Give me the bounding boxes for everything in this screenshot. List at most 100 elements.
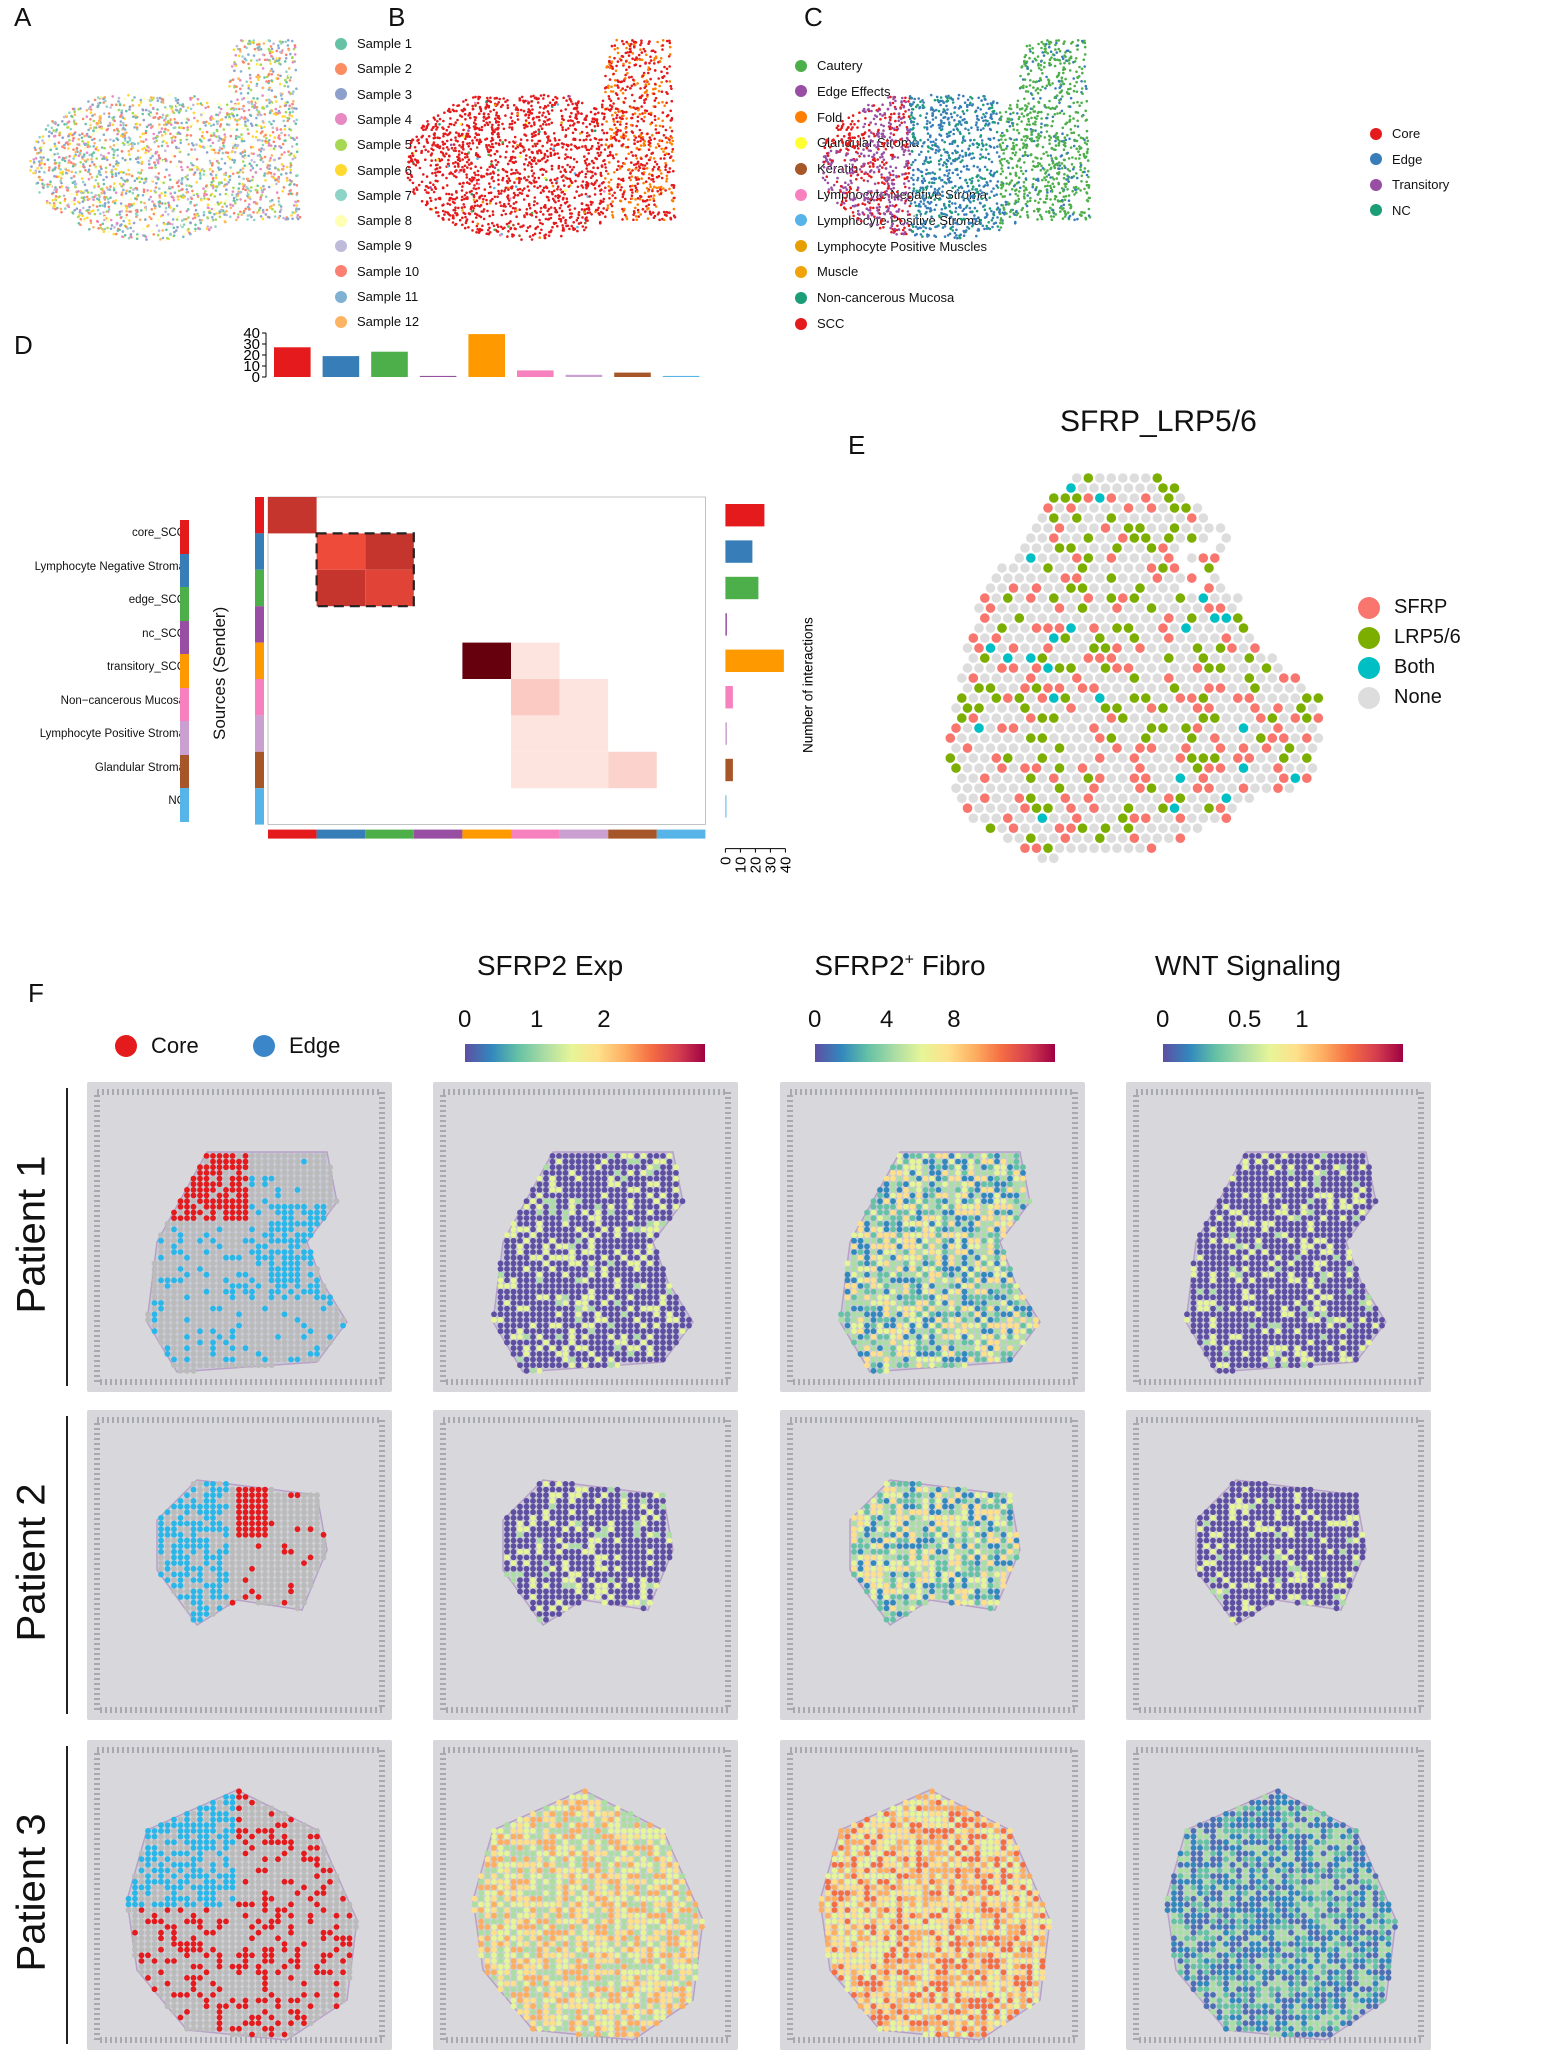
umap-a-point bbox=[165, 229, 168, 232]
umap-a-point bbox=[244, 116, 247, 119]
umap-a-point bbox=[122, 127, 125, 130]
umap-a-point bbox=[112, 165, 115, 168]
umap-a-point bbox=[292, 158, 295, 161]
umap-a-point bbox=[237, 216, 240, 219]
umap-a-point bbox=[107, 231, 110, 234]
umap-a-point bbox=[63, 123, 66, 126]
umap-b-point bbox=[550, 206, 553, 209]
umap-a-point bbox=[267, 48, 270, 51]
umap-a-point bbox=[128, 203, 131, 206]
umap-c-point bbox=[959, 177, 962, 180]
umap-b-point bbox=[442, 186, 445, 189]
umap-b-point bbox=[547, 95, 550, 98]
umap-c-point bbox=[1019, 187, 1022, 190]
umap-b-point bbox=[649, 156, 652, 159]
umap-a-point bbox=[39, 147, 42, 150]
umap-c-point bbox=[920, 170, 923, 173]
umap-b-point bbox=[631, 94, 634, 97]
umap-a-point bbox=[196, 158, 199, 161]
umap-b-point bbox=[647, 72, 650, 75]
umap-b-point bbox=[624, 214, 627, 217]
umap-b-point bbox=[662, 150, 665, 153]
umap-a-point bbox=[293, 204, 296, 207]
umap-a-point bbox=[263, 42, 266, 45]
umap-a-point bbox=[186, 178, 189, 181]
umap-b-point bbox=[547, 155, 550, 158]
umap-b-point bbox=[426, 120, 429, 123]
umap-b-point bbox=[588, 195, 591, 198]
umap-a-point bbox=[171, 186, 174, 189]
umap-b-point bbox=[648, 195, 651, 198]
umap-a-point bbox=[162, 160, 165, 163]
umap-a-point bbox=[161, 202, 164, 205]
umap-a-point bbox=[219, 193, 222, 196]
umap-a-point bbox=[258, 43, 261, 46]
umap-c-point bbox=[976, 210, 979, 213]
umap-a-point bbox=[156, 135, 159, 138]
umap-a-point bbox=[283, 186, 286, 189]
umap-b-point bbox=[449, 123, 452, 126]
umap-c-point bbox=[1045, 43, 1048, 46]
umap-b-point bbox=[523, 133, 526, 136]
umap-b-point bbox=[441, 126, 444, 129]
umap-c-point bbox=[1075, 157, 1078, 160]
umap-a-point bbox=[290, 129, 293, 132]
umap-a-point bbox=[274, 61, 277, 64]
umap-b-point bbox=[409, 147, 412, 150]
umap-a-point bbox=[199, 222, 202, 225]
umap-b-point bbox=[640, 39, 643, 42]
umap-a-point bbox=[91, 161, 94, 164]
umap-c-point bbox=[985, 112, 988, 115]
umap-a-point bbox=[175, 147, 178, 150]
umap-a-point bbox=[210, 194, 213, 197]
umap-b-point bbox=[643, 142, 646, 145]
umap-a-point bbox=[269, 157, 272, 160]
umap-b-point bbox=[486, 203, 489, 206]
umap-a-point bbox=[226, 104, 229, 107]
umap-a-point bbox=[89, 127, 92, 130]
umap-b-point bbox=[450, 139, 453, 142]
umap-a-point bbox=[79, 152, 82, 155]
umap-b-point bbox=[454, 161, 457, 164]
umap-b-point bbox=[499, 201, 502, 204]
umap-c-point bbox=[1019, 148, 1022, 151]
umap-a-point bbox=[120, 171, 123, 174]
umap-c-point bbox=[1020, 120, 1023, 123]
umap-c-point bbox=[1085, 85, 1088, 88]
umap-a-point bbox=[229, 215, 232, 218]
umap-b-point bbox=[602, 207, 605, 210]
umap-b-point bbox=[448, 133, 451, 136]
umap-b-point bbox=[473, 177, 476, 180]
umap-a-point bbox=[191, 190, 194, 193]
umap-b-point bbox=[513, 181, 516, 184]
umap-a-point bbox=[99, 212, 102, 215]
umap-a-point bbox=[216, 171, 219, 174]
umap-b-point bbox=[585, 138, 588, 141]
umap-a-point bbox=[82, 181, 85, 184]
umap-a-point bbox=[61, 120, 64, 123]
umap-a-point bbox=[199, 172, 202, 175]
umap-c-point bbox=[975, 124, 978, 127]
umap-a-point bbox=[251, 179, 254, 182]
umap-b-point bbox=[558, 214, 561, 217]
umap-b-point bbox=[629, 179, 632, 182]
umap-a-point bbox=[199, 175, 202, 178]
umap-b-point bbox=[571, 120, 574, 123]
umap-b-point bbox=[599, 202, 602, 205]
umap-a-point bbox=[94, 113, 97, 116]
umap-a-point bbox=[278, 110, 281, 113]
umap-b-point bbox=[453, 175, 456, 178]
umap-b-point bbox=[616, 186, 619, 189]
umap-b-point bbox=[572, 228, 575, 231]
umap-b-point bbox=[624, 198, 627, 201]
umap-a-point bbox=[290, 192, 293, 195]
umap-b-point bbox=[515, 209, 518, 212]
umap-a-point bbox=[230, 100, 233, 103]
umap-b-point bbox=[448, 155, 451, 158]
umap-a-point bbox=[135, 158, 138, 161]
umap-a-point bbox=[109, 146, 112, 149]
umap-a-point bbox=[217, 166, 220, 169]
umap-a-point bbox=[291, 92, 294, 95]
umap-b-point bbox=[646, 199, 649, 202]
umap-b-point bbox=[465, 135, 468, 138]
